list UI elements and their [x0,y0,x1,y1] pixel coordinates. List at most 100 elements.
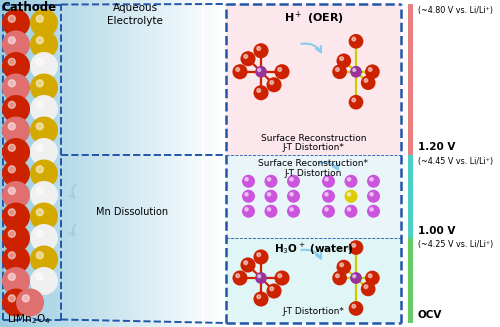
Bar [195,0,197,327]
Circle shape [322,205,335,218]
Text: J-T Distortion*: J-T Distortion* [282,143,344,152]
Bar [140,0,142,327]
Bar [10,0,11,327]
Bar [77,0,79,327]
Bar [206,0,208,327]
Bar [82,0,84,327]
Circle shape [336,274,340,278]
Circle shape [2,181,30,209]
Bar [226,238,401,323]
Circle shape [242,175,255,188]
Text: Aqueous
Electrolyte: Aqueous Electrolyte [107,3,163,26]
Bar [98,0,100,327]
Circle shape [344,190,358,203]
Text: (~4.45 V vs. Li/Li⁺): (~4.45 V vs. Li/Li⁺) [418,157,492,166]
Circle shape [350,272,362,284]
Bar [68,0,70,327]
Circle shape [2,160,30,187]
Circle shape [287,175,300,188]
Circle shape [348,208,350,211]
Circle shape [367,190,380,203]
Bar [221,0,223,327]
Bar [45,0,47,327]
Bar [120,0,122,327]
Bar [160,0,161,327]
Circle shape [270,81,274,84]
Circle shape [36,37,44,44]
Circle shape [8,37,16,44]
Circle shape [325,193,328,196]
Circle shape [2,52,30,80]
Circle shape [370,208,373,211]
Bar [408,238,412,323]
Circle shape [257,295,260,299]
Circle shape [353,69,356,72]
Circle shape [244,261,248,265]
Circle shape [8,273,16,280]
Circle shape [36,187,44,194]
Bar [30,0,32,327]
Bar [169,0,170,327]
Bar [178,0,180,327]
Circle shape [348,95,364,110]
Bar [408,4,412,154]
Circle shape [350,66,362,77]
Bar [49,0,50,327]
Bar [100,0,101,327]
Bar [122,0,124,327]
Circle shape [36,101,44,108]
Circle shape [352,37,356,41]
Circle shape [274,64,289,79]
Text: (~4.80 V vs. Li/Li⁺): (~4.80 V vs. Li/Li⁺) [418,7,492,15]
Circle shape [236,68,240,71]
Bar [17,0,19,327]
Bar [43,0,45,327]
Circle shape [8,101,16,108]
Bar [208,0,210,327]
Bar [172,0,174,327]
Bar [220,0,221,327]
Circle shape [245,193,248,196]
Circle shape [274,270,289,285]
Circle shape [242,190,255,203]
Circle shape [287,205,300,218]
Bar [202,0,204,327]
Bar [50,0,52,327]
Circle shape [268,193,270,196]
Circle shape [336,54,351,68]
Text: Surface Reconstruction: Surface Reconstruction [261,134,366,144]
Circle shape [264,175,278,188]
Bar [101,0,103,327]
Circle shape [242,205,255,218]
Circle shape [290,208,293,211]
Circle shape [257,46,260,50]
Circle shape [268,208,270,211]
Circle shape [30,52,58,80]
Circle shape [36,252,44,259]
Bar [167,0,169,327]
Circle shape [30,30,58,59]
Circle shape [278,274,281,278]
Circle shape [36,58,44,65]
Circle shape [8,187,16,194]
Circle shape [8,15,16,22]
Text: J-T Distortion: J-T Distortion [285,168,342,178]
Circle shape [245,178,248,181]
Bar [80,0,82,327]
Bar [84,0,86,327]
Circle shape [30,181,58,209]
Text: H$^+$ (OER): H$^+$ (OER) [284,10,344,27]
Circle shape [36,166,44,173]
Circle shape [30,267,58,295]
Circle shape [257,253,260,257]
Bar [0,0,2,327]
Circle shape [240,51,256,66]
Bar [204,0,206,327]
Circle shape [2,9,30,37]
Circle shape [368,68,372,71]
Bar [4,0,6,327]
Circle shape [240,257,256,272]
Circle shape [255,66,267,77]
Circle shape [2,138,30,166]
Bar [216,0,218,327]
